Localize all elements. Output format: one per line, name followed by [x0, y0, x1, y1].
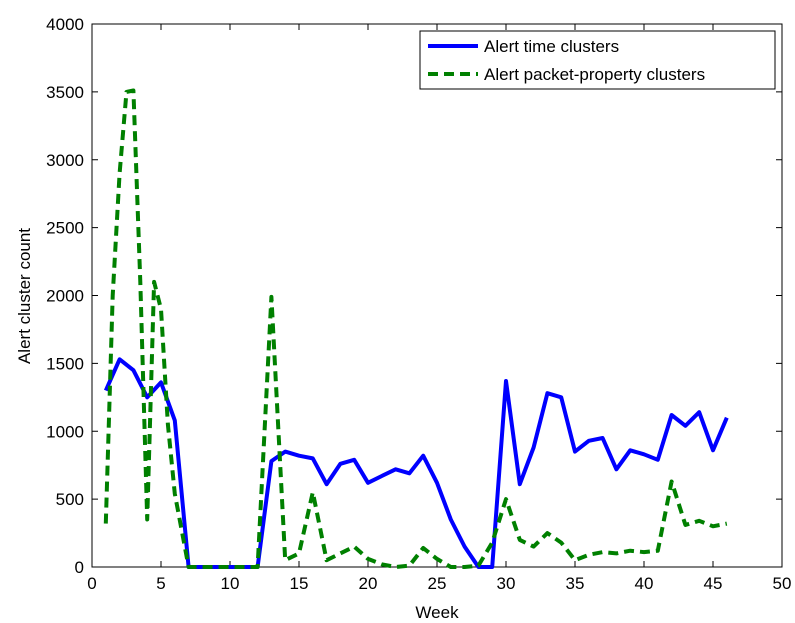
- y-tick-label: 2000: [46, 287, 84, 306]
- x-tick-label: 15: [290, 574, 309, 593]
- x-tick-label: 10: [221, 574, 240, 593]
- x-tick-label: 35: [566, 574, 585, 593]
- series-line-alert-packet-property-clusters: [103, 88, 728, 569]
- x-tick-label: 30: [497, 574, 516, 593]
- y-tick-label: 1000: [46, 422, 84, 441]
- x-tick-label: 0: [87, 574, 96, 593]
- series-layer: [103, 88, 729, 569]
- x-tick-label: 50: [773, 574, 792, 593]
- x-tick-label: 45: [704, 574, 723, 593]
- y-tick-label: 0: [75, 558, 84, 577]
- y-tick-label: 2500: [46, 219, 84, 238]
- x-axis-ticks: 0 5 10 15 20 25 30 35 40 45 50: [87, 24, 791, 593]
- y-tick-label: 4000: [46, 15, 84, 34]
- y-axis-ticks: 0 500 1000 1500 2000 2500 3000 3500 4000: [46, 15, 782, 577]
- y-tick-label: 500: [56, 490, 84, 509]
- x-tick-label: 5: [156, 574, 165, 593]
- y-tick-label: 3000: [46, 151, 84, 170]
- x-tick-label: 25: [428, 574, 447, 593]
- x-tick-label: 40: [635, 574, 654, 593]
- legend: Alert time clusters Alert packet-propert…: [419, 30, 776, 90]
- x-tick-label: 20: [359, 574, 378, 593]
- y-axis-label: Alert cluster count: [15, 228, 34, 364]
- x-axis-label: Week: [415, 603, 459, 622]
- plot-area: [91, 23, 783, 568]
- legend-box: [419, 30, 776, 90]
- legend-label-time: Alert time clusters: [484, 37, 619, 56]
- legend-label-packet: Alert packet-property clusters: [484, 65, 705, 84]
- y-tick-label: 1500: [46, 354, 84, 373]
- y-tick-label: 3500: [46, 83, 84, 102]
